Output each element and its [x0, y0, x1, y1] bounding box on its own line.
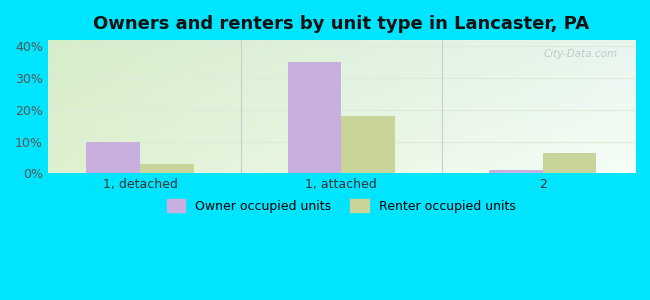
Bar [341, 116, 395, 173]
Bar [86, 142, 140, 173]
Bar [140, 164, 194, 173]
Title: Owners and renters by unit type in Lancaster, PA: Owners and renters by unit type in Lanca… [94, 15, 590, 33]
Bar [288, 62, 341, 173]
Legend: Owner occupied units, Renter occupied units: Owner occupied units, Renter occupied un… [162, 194, 521, 218]
Bar [543, 153, 597, 173]
Bar [489, 170, 543, 173]
Text: City-Data.com: City-Data.com [543, 50, 618, 59]
